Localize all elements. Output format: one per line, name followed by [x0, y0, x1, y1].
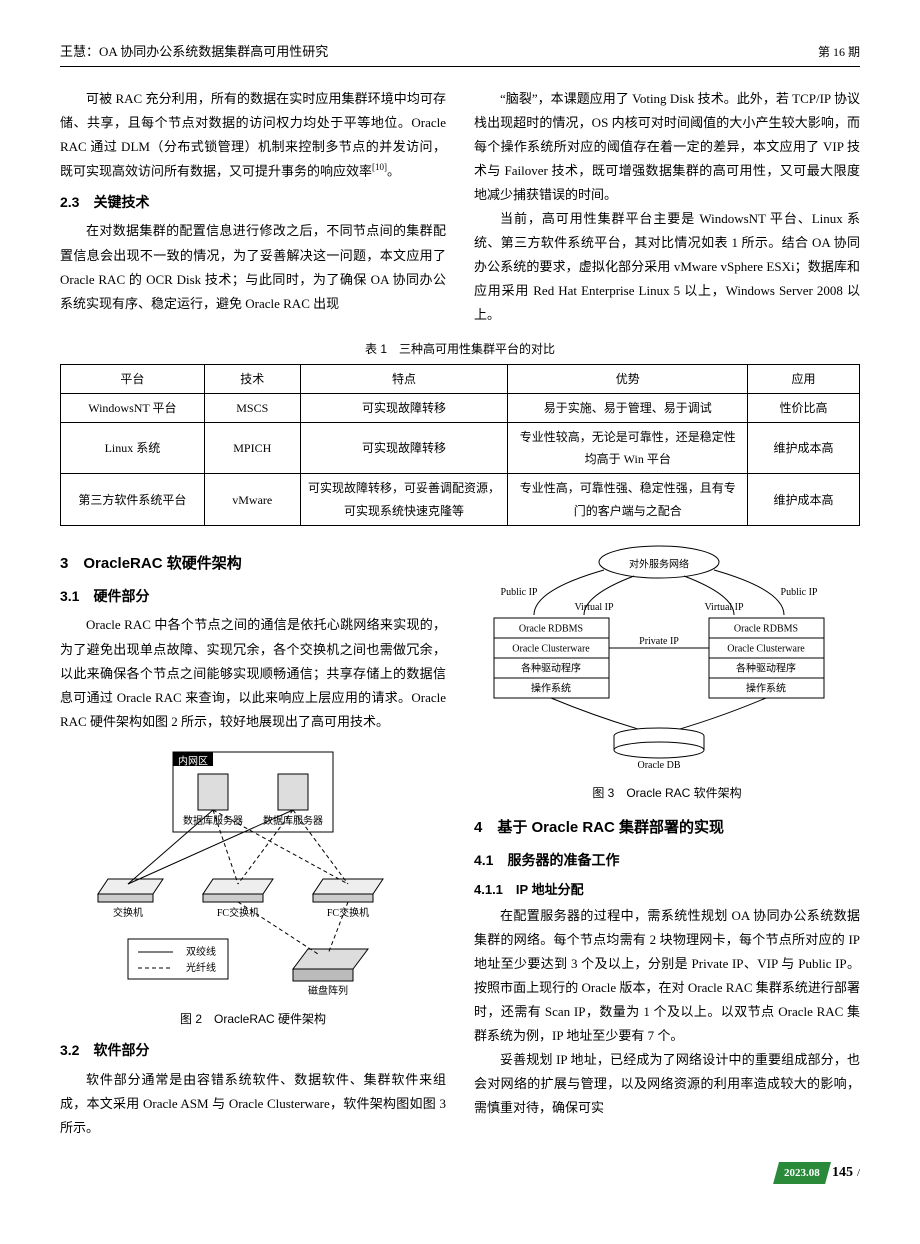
db-cylinder-bottom: [614, 742, 704, 758]
fc-switch-icon: [313, 879, 383, 902]
fc-switch-label: FC交换机: [217, 906, 259, 919]
db-server-label: 数据库服务器: [183, 814, 243, 827]
fig2-caption: 图 2 OracleRAC 硬件架构: [60, 1008, 446, 1030]
header-title: 王慧：OA 协同办公系统数据集群高可用性研究: [60, 40, 328, 64]
drivers-label: 各种驱动程序: [521, 661, 581, 674]
p-software: 软件部分通常是由容错系统软件、数据软件、集群软件来组成，本文采用 Oracle …: [60, 1068, 446, 1140]
txt-tail: 。: [387, 164, 400, 179]
td: 第三方软件系统平台: [61, 474, 205, 525]
p-key-tech: 在对数据集群的配置信息进行修改之后，不同节点间的集群配置信息会出现不一致的情况，…: [60, 219, 446, 315]
th0: 平台: [61, 364, 205, 393]
table1-caption: 表 1 三种高可用性集群平台的对比: [60, 338, 860, 360]
node-right: Oracle RDBMS Oracle Clusterware 各种驱动程序 操…: [709, 618, 824, 698]
p-rac-intro: 可被 RAC 充分利用，所有的数据在实时应用集群环境中均可存储、共享，且每个节点…: [60, 87, 446, 184]
top-right-col: “脑裂”，本课题应用了 Voting Disk 技术。此外，若 TCP/IP 协…: [474, 87, 860, 327]
th1: 技术: [204, 364, 300, 393]
virtual-ip-label: Virtual IP: [574, 602, 614, 613]
td: 维护成本高: [748, 474, 860, 525]
link-twisted: [128, 810, 213, 884]
link-fiber: [238, 902, 318, 954]
th3: 优势: [508, 364, 748, 393]
disk-array-icon: [293, 949, 368, 981]
db-server-icon: [278, 774, 308, 810]
table-row: WindowsNT 平台 MSCS 可实现故障转移 易于实施、易于管理、易于调试…: [61, 393, 860, 422]
heading-3-1: 3.1 硬件部分: [60, 584, 446, 610]
fc-switch-label: FC交换机: [327, 906, 369, 919]
fig3-svg: 对外服务网络 Public IP Public IP Virtual IP Vi…: [474, 540, 844, 770]
rdbms-label: Oracle RDBMS: [519, 623, 583, 634]
drivers-label: 各种驱动程序: [736, 661, 796, 674]
td: vMware: [204, 474, 300, 525]
td: 易于实施、易于管理、易于调试: [508, 393, 748, 422]
public-ip-label: Public IP: [781, 587, 818, 598]
clusterware-label: Oracle Clusterware: [512, 643, 590, 654]
db-server-icon: [198, 774, 228, 810]
switch-label: 交换机: [113, 906, 143, 919]
top-left-col: 可被 RAC 充分利用，所有的数据在实时应用集群环境中均可存储、共享，且每个节点…: [60, 87, 446, 327]
table1: 平台 技术 特点 优势 应用 WindowsNT 平台 MSCS 可实现故障转移…: [60, 364, 860, 526]
virtual-ip-label: Virtual IP: [704, 602, 744, 613]
bottom-left-col: 3 OracleRAC 软硬件架构 3.1 硬件部分 Oracle RAC 中各…: [60, 540, 446, 1140]
figure2: 内网区 数据库服务器 数据库服务器 交换机 FC交换机: [60, 744, 446, 1004]
fig3-caption: 图 3 Oracle RAC 软件架构: [474, 782, 860, 804]
bottom-right-col: 对外服务网络 Public IP Public IP Virtual IP Vi…: [474, 540, 860, 1140]
footer-date: 2023.08: [784, 1163, 820, 1183]
td: MSCS: [204, 393, 300, 422]
page-footer: 2023.08 145 /: [60, 1160, 860, 1186]
disk-array-label: 磁盘阵列: [308, 984, 348, 997]
db-server-label: 数据库服务器: [263, 814, 323, 827]
th4: 应用: [748, 364, 860, 393]
clusterware-label: Oracle Clusterware: [727, 643, 805, 654]
bottom-columns: 3 OracleRAC 软硬件架构 3.1 硬件部分 Oracle RAC 中各…: [60, 540, 860, 1140]
td: 可实现故障转移: [300, 393, 508, 422]
td: 性价比高: [748, 393, 860, 422]
td: 可实现故障转移: [300, 423, 508, 474]
os-label: 操作系统: [531, 681, 571, 694]
td: Linux 系统: [61, 423, 205, 474]
td: 维护成本高: [748, 423, 860, 474]
service-net-label: 对外服务网络: [629, 557, 689, 570]
table-row: Linux 系统 MPICH 可实现故障转移 专业性较高，无论是可靠性，还是稳定…: [61, 423, 860, 474]
legend-twisted: 双绞线: [186, 945, 216, 958]
private-ip-label: Private IP: [639, 636, 679, 647]
td: MPICH: [204, 423, 300, 474]
table-row: 第三方软件系统平台 vMware 可实现故障转移，可妥善调配资源，可实现系统快速…: [61, 474, 860, 525]
rdbms-label: Oracle RDBMS: [734, 623, 798, 634]
th2: 特点: [300, 364, 508, 393]
heading-4-1-1: 4.1.1 IP 地址分配: [474, 878, 860, 902]
node-left: Oracle RDBMS Oracle Clusterware 各种驱动程序 操…: [494, 618, 609, 698]
header-issue: 第 16 期: [818, 41, 860, 63]
td: 专业性高，可靠性强、稳定性强，且有专门的客户端与之配合: [508, 474, 748, 525]
fig2-svg: 内网区 数据库服务器 数据库服务器 交换机 FC交换机: [93, 744, 413, 1004]
p-brain-split: “脑裂”，本课题应用了 Voting Disk 技术。此外，若 TCP/IP 协…: [474, 87, 860, 207]
heading-4: 4 基于 Oracle RAC 集群部署的实现: [474, 814, 860, 842]
heading-3: 3 OracleRAC 软硬件架构: [60, 550, 446, 578]
page-header: 王慧：OA 协同办公系统数据集群高可用性研究 第 16 期: [60, 40, 860, 67]
zone-label: 内网区: [178, 754, 208, 767]
td: 可实现故障转移，可妥善调配资源，可实现系统快速克隆等: [300, 474, 508, 525]
heading-4-1: 4.1 服务器的准备工作: [474, 848, 860, 874]
public-ip-label: Public IP: [501, 587, 538, 598]
p-hardware: Oracle RAC 中各个节点之间的通信是依托心跳网络来实现的，为了避免出现单…: [60, 613, 446, 733]
td: 专业性较高，无论是可靠性，还是稳定性均高于 Win 平台: [508, 423, 748, 474]
table-header-row: 平台 技术 特点 优势 应用: [61, 364, 860, 393]
ref10: [10]: [372, 162, 387, 172]
oracle-db-label: Oracle DB: [637, 760, 680, 770]
p-ip-alloc-b: 妥善规划 IP 地址，已经成为了网络设计中的重要组成部分，也会对网络的扩展与管理…: [474, 1048, 860, 1120]
p-platforms: 当前，高可用性集群平台主要是 WindowsNT 平台、Linux 系统、第三方…: [474, 207, 860, 327]
p-ip-alloc-a: 在配置服务器的过程中，需系统性规划 OA 协同办公系统数据集群的网络。每个节点均…: [474, 904, 860, 1048]
footer-page-number: 145: [832, 1160, 853, 1186]
os-label: 操作系统: [746, 681, 786, 694]
td: WindowsNT 平台: [61, 393, 205, 422]
heading-2-3: 2.3 关键技术: [60, 190, 446, 216]
heading-3-2: 3.2 软件部分: [60, 1038, 446, 1064]
top-columns: 可被 RAC 充分利用，所有的数据在实时应用集群环境中均可存储、共享，且每个节点…: [60, 87, 860, 327]
footer-date-badge: 2023.08: [773, 1162, 831, 1184]
fc-switch-icon: [203, 879, 273, 902]
legend-fiber: 光纤线: [186, 961, 216, 974]
footer-slash: /: [857, 1163, 860, 1183]
